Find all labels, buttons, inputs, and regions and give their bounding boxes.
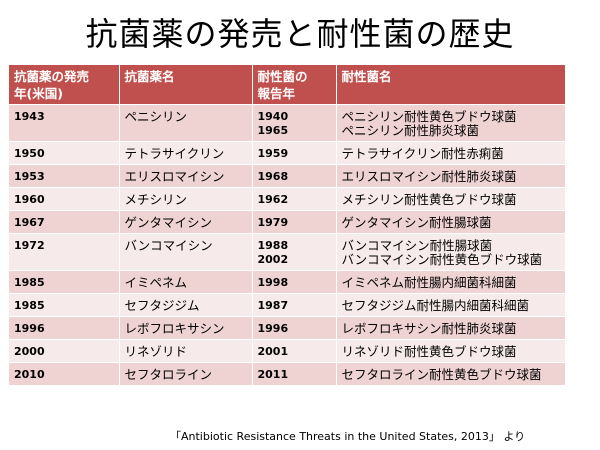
table-row: 1972 バンコマイシン 1988 2002 バンコマイシン耐性腸球菌 バンコマ… xyxy=(9,232,565,270)
header-resistant-name: 耐性菌名 xyxy=(335,65,565,104)
drug-name-cell: レボフロキサシン xyxy=(118,315,252,339)
table-row: 1996 レボフロキサシン 1996 レボフロキサシン耐性肺炎球菌 xyxy=(9,315,565,339)
report-year-cell: 1996 xyxy=(251,315,336,339)
resistant-name-cell: ゲンタマイシン耐性腸球菌 xyxy=(335,209,565,233)
resistant-name-cell: セフタロライン耐性黄色ブドウ球菌 xyxy=(335,361,565,385)
resistant-name-cell: リネゾリド耐性黄色ブドウ球菌 xyxy=(335,338,565,362)
release-year-cell: 1950 xyxy=(9,140,119,164)
drug-name-cell: セフタロライン xyxy=(118,361,252,385)
drug-name-cell: イミペネム xyxy=(118,269,252,293)
release-year-cell: 1953 xyxy=(9,163,119,187)
drug-name-cell: リネゾリド xyxy=(118,338,252,362)
drug-name-cell: セフタジジム xyxy=(118,292,252,316)
header-report-year: 耐性菌の 報告年 xyxy=(251,65,336,104)
report-year-cell: 1988 2002 xyxy=(251,232,336,270)
release-year-cell: 1960 xyxy=(9,186,119,210)
release-year-cell: 1996 xyxy=(9,315,119,339)
table-row: 1985 イミペネム 1998 イミペネム耐性腸内細菌科細菌 xyxy=(9,269,565,293)
release-year-cell: 1972 xyxy=(9,232,119,270)
antibiotic-history-table: 抗菌薬の発売 年(米国) 抗菌薬名 耐性菌の 報告年 耐性菌名 1943 ペニシ… xyxy=(9,65,565,385)
report-year-cell: 1979 xyxy=(251,209,336,233)
resistant-name-cell: エリスロマイシン耐性肺炎球菌 xyxy=(335,163,565,187)
drug-name-cell: バンコマイシン xyxy=(118,232,252,270)
table-row: 1950 テトラサイクリン 1959 テトラサイクリン耐性赤痢菌 xyxy=(9,140,565,164)
table-row: 1953 エリスロマイシン 1968 エリスロマイシン耐性肺炎球菌 xyxy=(9,163,565,187)
drug-name-cell: ペニシリン xyxy=(118,103,252,141)
drug-name-cell: ゲンタマイシン xyxy=(118,209,252,233)
table-row: 1967 ゲンタマイシン 1979 ゲンタマイシン耐性腸球菌 xyxy=(9,209,565,233)
table-row: 2000 リネゾリド 2001 リネゾリド耐性黄色ブドウ球菌 xyxy=(9,338,565,362)
source-citation: 「Antibiotic Resistance Threats in the Un… xyxy=(170,430,526,443)
resistant-name-cell: レボフロキサシン耐性肺炎球菌 xyxy=(335,315,565,339)
release-year-cell: 1967 xyxy=(9,209,119,233)
report-year-cell: 1962 xyxy=(251,186,336,210)
resistant-name-cell: イミペネム耐性腸内細菌科細菌 xyxy=(335,269,565,293)
resistant-name-cell: ペニシリン耐性黄色ブドウ球菌 ペニシリン耐性肺炎球菌 xyxy=(335,103,565,141)
report-year-cell: 1940 1965 xyxy=(251,103,336,141)
table-row: 2010 セフタロライン 2011 セフタロライン耐性黄色ブドウ球菌 xyxy=(9,361,565,385)
table-row: 1960 メチシリン 1962 メチシリン耐性黄色ブドウ球菌 xyxy=(9,186,565,210)
report-year-cell: 2001 xyxy=(251,338,336,362)
header-drug-name: 抗菌薬名 xyxy=(118,65,252,104)
release-year-cell: 2010 xyxy=(9,361,119,385)
table-row: 1943 ペニシリン 1940 1965 ペニシリン耐性黄色ブドウ球菌 ペニシリ… xyxy=(9,103,565,141)
report-year-cell: 1968 xyxy=(251,163,336,187)
report-year-cell: 1987 xyxy=(251,292,336,316)
release-year-cell: 1943 xyxy=(9,103,119,141)
table-header-row: 抗菌薬の発売 年(米国) 抗菌薬名 耐性菌の 報告年 耐性菌名 xyxy=(9,65,565,104)
drug-name-cell: メチシリン xyxy=(118,186,252,210)
report-year-cell: 1998 xyxy=(251,269,336,293)
page-title: 抗菌薬の発売と耐性菌の歴史 xyxy=(85,15,515,53)
resistant-name-cell: バンコマイシン耐性腸球菌 バンコマイシン耐性黄色ブドウ球菌 xyxy=(335,232,565,270)
resistant-name-cell: セフタジジム耐性腸内細菌科細菌 xyxy=(335,292,565,316)
report-year-cell: 2011 xyxy=(251,361,336,385)
table-row: 1985 セフタジジム 1987 セフタジジム耐性腸内細菌科細菌 xyxy=(9,292,565,316)
header-release-year: 抗菌薬の発売 年(米国) xyxy=(9,65,119,104)
drug-name-cell: テトラサイクリン xyxy=(118,140,252,164)
release-year-cell: 1985 xyxy=(9,269,119,293)
resistant-name-cell: テトラサイクリン耐性赤痢菌 xyxy=(335,140,565,164)
release-year-cell: 1985 xyxy=(9,292,119,316)
resistant-name-cell: メチシリン耐性黄色ブドウ球菌 xyxy=(335,186,565,210)
release-year-cell: 2000 xyxy=(9,338,119,362)
drug-name-cell: エリスロマイシン xyxy=(118,163,252,187)
report-year-cell: 1959 xyxy=(251,140,336,164)
